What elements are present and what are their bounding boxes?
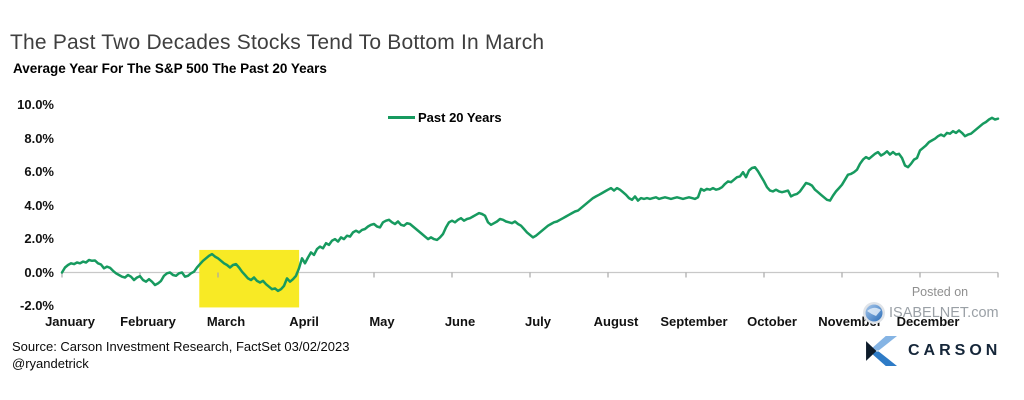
legend-line-swatch — [388, 116, 415, 119]
y-axis-tick-label: 10.0% — [17, 97, 54, 113]
x-axis-month-label: March — [206, 314, 246, 329]
x-axis-month-label: July — [524, 314, 551, 329]
x-axis-month-label: May — [369, 314, 395, 329]
isabelnet-watermark: Posted on ISABELNET.com — [862, 285, 1012, 325]
x-axis-month-label: June — [444, 314, 476, 329]
y-axis-tick-label: 2.0% — [24, 231, 54, 247]
author-handle: @ryandetrick — [12, 356, 89, 371]
source-note: Source: Carson Investment Research, Fact… — [12, 338, 349, 372]
x-axis-month-label: October — [747, 314, 797, 329]
source-line: Source: Carson Investment Research, Fact… — [12, 339, 350, 354]
x-axis-month-label: April — [289, 314, 319, 329]
x-axis-month-label: December — [896, 314, 960, 329]
y-axis-tick-label: 4.0% — [24, 197, 54, 213]
legend-label: Past 20 Years — [418, 110, 502, 125]
x-axis-month-label: September — [660, 314, 728, 329]
y-axis-tick-label: 0.0% — [24, 264, 54, 280]
carson-wordmark: CARSON — [908, 342, 1002, 359]
legend: Past 20 Years — [388, 110, 502, 125]
carson-logo: CARSON — [866, 336, 1001, 366]
isabelnet-site-text: ISABELNET.com — [889, 305, 999, 321]
posted-on-text: Posted on — [911, 285, 969, 299]
chart-subtitle: Average Year For The S&P 500 The Past 20… — [13, 61, 327, 76]
past-20-years-line — [60, 116, 1000, 293]
x-axis-month-label: August — [593, 314, 639, 329]
y-axis-tick-label: -2.0% — [20, 297, 54, 313]
x-axis-month-label: February — [120, 314, 176, 329]
page-title: The Past Two Decades Stocks Tend To Bott… — [10, 31, 545, 54]
isabelnet-globe-icon — [863, 302, 885, 324]
x-axis-month-label: January — [45, 314, 95, 329]
carson-chevron-icon — [866, 336, 897, 366]
y-axis-tick-label: 8.0% — [24, 130, 54, 146]
y-axis-tick-label: 6.0% — [24, 164, 54, 180]
